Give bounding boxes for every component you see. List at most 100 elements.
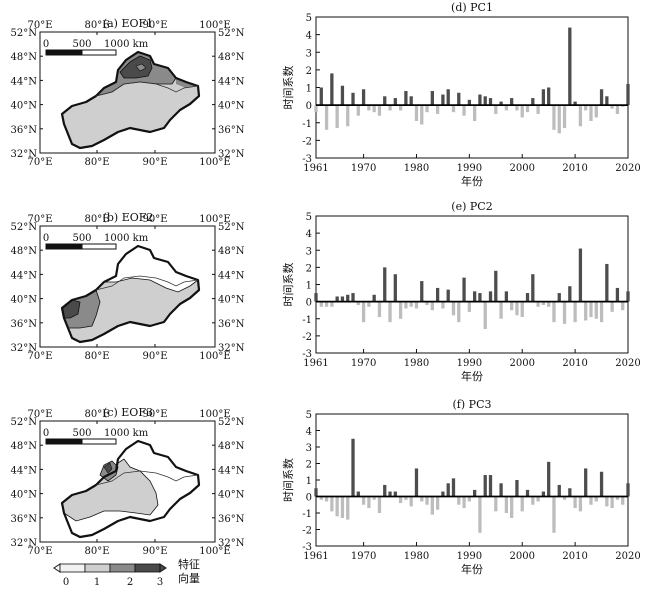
y-tick-label: 5	[306, 410, 312, 421]
bar	[398, 105, 403, 111]
bar	[324, 105, 329, 130]
bar	[377, 301, 382, 318]
bar	[531, 98, 535, 106]
bar	[409, 496, 413, 507]
basin-divider	[95, 470, 199, 486]
bar	[367, 301, 371, 307]
bar	[483, 301, 487, 330]
bar	[515, 301, 519, 316]
bar	[610, 301, 614, 312]
bar	[351, 293, 355, 302]
bar	[478, 293, 482, 302]
scale-label: 0	[43, 233, 49, 244]
colorbar-swatch	[59, 563, 86, 573]
y-tick-label: 3	[306, 246, 312, 257]
colorbar-tick: 0	[63, 577, 69, 588]
x-tick-label: 2020	[615, 551, 640, 562]
colorbar-tick: 2	[127, 577, 133, 588]
region-fill	[135, 63, 147, 72]
bar	[425, 301, 429, 306]
bar	[584, 301, 588, 321]
bar	[531, 496, 535, 505]
lon-label-bottom: 100°E	[199, 546, 230, 557]
scale-bar-white	[81, 438, 117, 445]
x-tick-label: 2000	[510, 551, 535, 562]
x-tick-label: 2020	[615, 358, 640, 369]
scale-bar-black	[45, 243, 83, 250]
lon-label-top: 70°E	[27, 409, 52, 420]
bar	[562, 496, 567, 500]
bar	[547, 461, 551, 497]
lon-label-top: 100°E	[199, 409, 230, 420]
lon-label-top: 80°E	[84, 20, 109, 31]
bar	[457, 92, 461, 106]
colorbar-left-arrow	[53, 563, 61, 573]
bar	[346, 496, 350, 520]
map-title: (a) EOF1	[103, 17, 153, 30]
colorbar-tick: 3	[157, 577, 163, 588]
bar	[504, 291, 509, 302]
basin-divider	[95, 81, 199, 97]
bar	[488, 475, 493, 497]
x-axis-label: 年份	[461, 174, 483, 188]
bar	[462, 496, 466, 509]
lat-label-right: 44°N	[218, 465, 245, 476]
bar	[510, 301, 514, 311]
y-tick-label: 2	[306, 66, 312, 77]
region-fill	[119, 55, 153, 79]
bar	[388, 491, 392, 497]
bar	[430, 301, 434, 311]
bar	[515, 480, 519, 497]
bar	[356, 105, 360, 116]
bar	[414, 301, 419, 309]
bar	[314, 488, 318, 497]
bar	[467, 301, 471, 312]
plot-frame	[315, 16, 629, 159]
chart-panel-2: (e) PC2 -3 -2 -1 0 1 2 3 4 5 1961 1970 1980 1990 2000 2…	[282, 200, 641, 383]
x-tick-label: 2000	[510, 358, 535, 369]
bar	[552, 301, 556, 323]
bar	[467, 99, 471, 106]
lat-label-left: 44°N	[11, 270, 38, 281]
colorbar-tick: 1	[94, 577, 100, 588]
bar	[525, 293, 530, 302]
bar	[409, 301, 413, 307]
bar	[435, 496, 440, 510]
bar	[367, 105, 371, 111]
lat-label-right: 52°N	[218, 417, 245, 428]
lat-label-right: 40°N	[218, 101, 245, 112]
bar	[557, 293, 561, 302]
lon-label-bottom: 100°E	[199, 157, 230, 168]
bar	[446, 89, 450, 106]
x-tick-label: 1970	[351, 551, 376, 562]
bar	[615, 287, 620, 302]
bar	[615, 496, 620, 500]
lon-label-top: 90°E	[142, 214, 167, 225]
colorbar-swatch	[134, 563, 161, 573]
y-axis-label: 时间系数	[282, 263, 295, 307]
y-tick-label: 0	[306, 493, 312, 504]
bar	[494, 105, 498, 114]
bar	[361, 496, 366, 505]
colorbar-label: 特征	[178, 557, 200, 571]
bar	[361, 89, 366, 106]
bar	[383, 484, 387, 497]
x-tick-label: 2010	[562, 163, 587, 174]
bar	[398, 496, 403, 504]
chart-panel-3: (f) PC3 -3 -2 -1 0 1 2 3 4 5 1961 1970 1980 1990 2000 2…	[282, 398, 641, 576]
y-tick-label: -1	[302, 315, 312, 326]
x-tick-label: 1990	[457, 358, 482, 369]
y-tick-label: -2	[302, 526, 312, 537]
bar	[615, 105, 620, 114]
bar	[319, 301, 323, 307]
bar	[398, 301, 403, 319]
bar	[525, 105, 530, 113]
y-tick-label: 2	[306, 460, 312, 471]
bar	[562, 301, 567, 324]
bar	[319, 87, 323, 106]
bar	[335, 496, 339, 517]
bar	[547, 301, 551, 307]
bar	[414, 468, 419, 497]
bar	[388, 105, 392, 111]
